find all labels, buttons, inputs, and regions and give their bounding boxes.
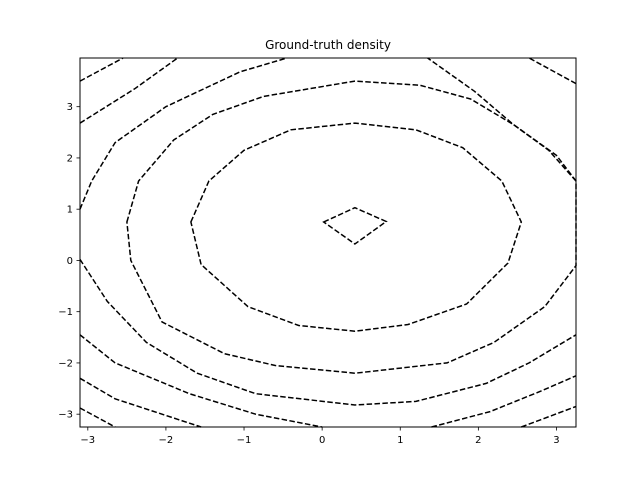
x-tick-label: −3 <box>80 435 95 446</box>
contour-level-1 <box>322 206 388 245</box>
contour-level-4-right <box>427 57 577 182</box>
y-tick-label: −3 <box>58 410 73 421</box>
contour-level-5-bottomleft <box>79 334 323 428</box>
x-tick-label: −1 <box>237 435 252 446</box>
y-tick-label: 3 <box>67 102 73 113</box>
contour-level-5-bottomright <box>431 375 577 428</box>
contour-level-6-bottomright <box>521 405 577 428</box>
y-tick-label: −1 <box>58 307 73 318</box>
contour-level-7-bottomleft <box>79 407 116 428</box>
x-tick-label: 1 <box>397 435 403 446</box>
contour-level-6-topleft <box>79 57 124 82</box>
contour-level-4-left <box>79 57 288 210</box>
contour-level-5-topleft <box>79 57 179 124</box>
x-tick-label: 0 <box>319 435 325 446</box>
contour-level-4-bottom <box>79 258 577 406</box>
contour-lines <box>79 57 577 428</box>
x-tick-label: 3 <box>553 435 559 446</box>
x-axis: −3 −2 −1 0 1 2 3 <box>80 427 560 446</box>
plot-frame <box>79 57 577 428</box>
y-tick-label: 1 <box>67 205 73 216</box>
contour-level-6-bottomleft <box>79 377 202 428</box>
x-tick-label: −2 <box>159 435 174 446</box>
contour-level-2 <box>190 122 523 332</box>
x-tick-label: 2 <box>475 435 481 446</box>
y-tick-label: 0 <box>67 256 73 267</box>
contour-level-3 <box>126 80 577 374</box>
y-tick-label: −2 <box>58 358 73 369</box>
y-axis: −3 −2 −1 0 1 2 3 <box>58 102 80 421</box>
y-tick-label: 2 <box>67 153 73 164</box>
chart-title: Ground-truth density <box>265 38 391 52</box>
contour-level-5-topright <box>528 57 577 85</box>
